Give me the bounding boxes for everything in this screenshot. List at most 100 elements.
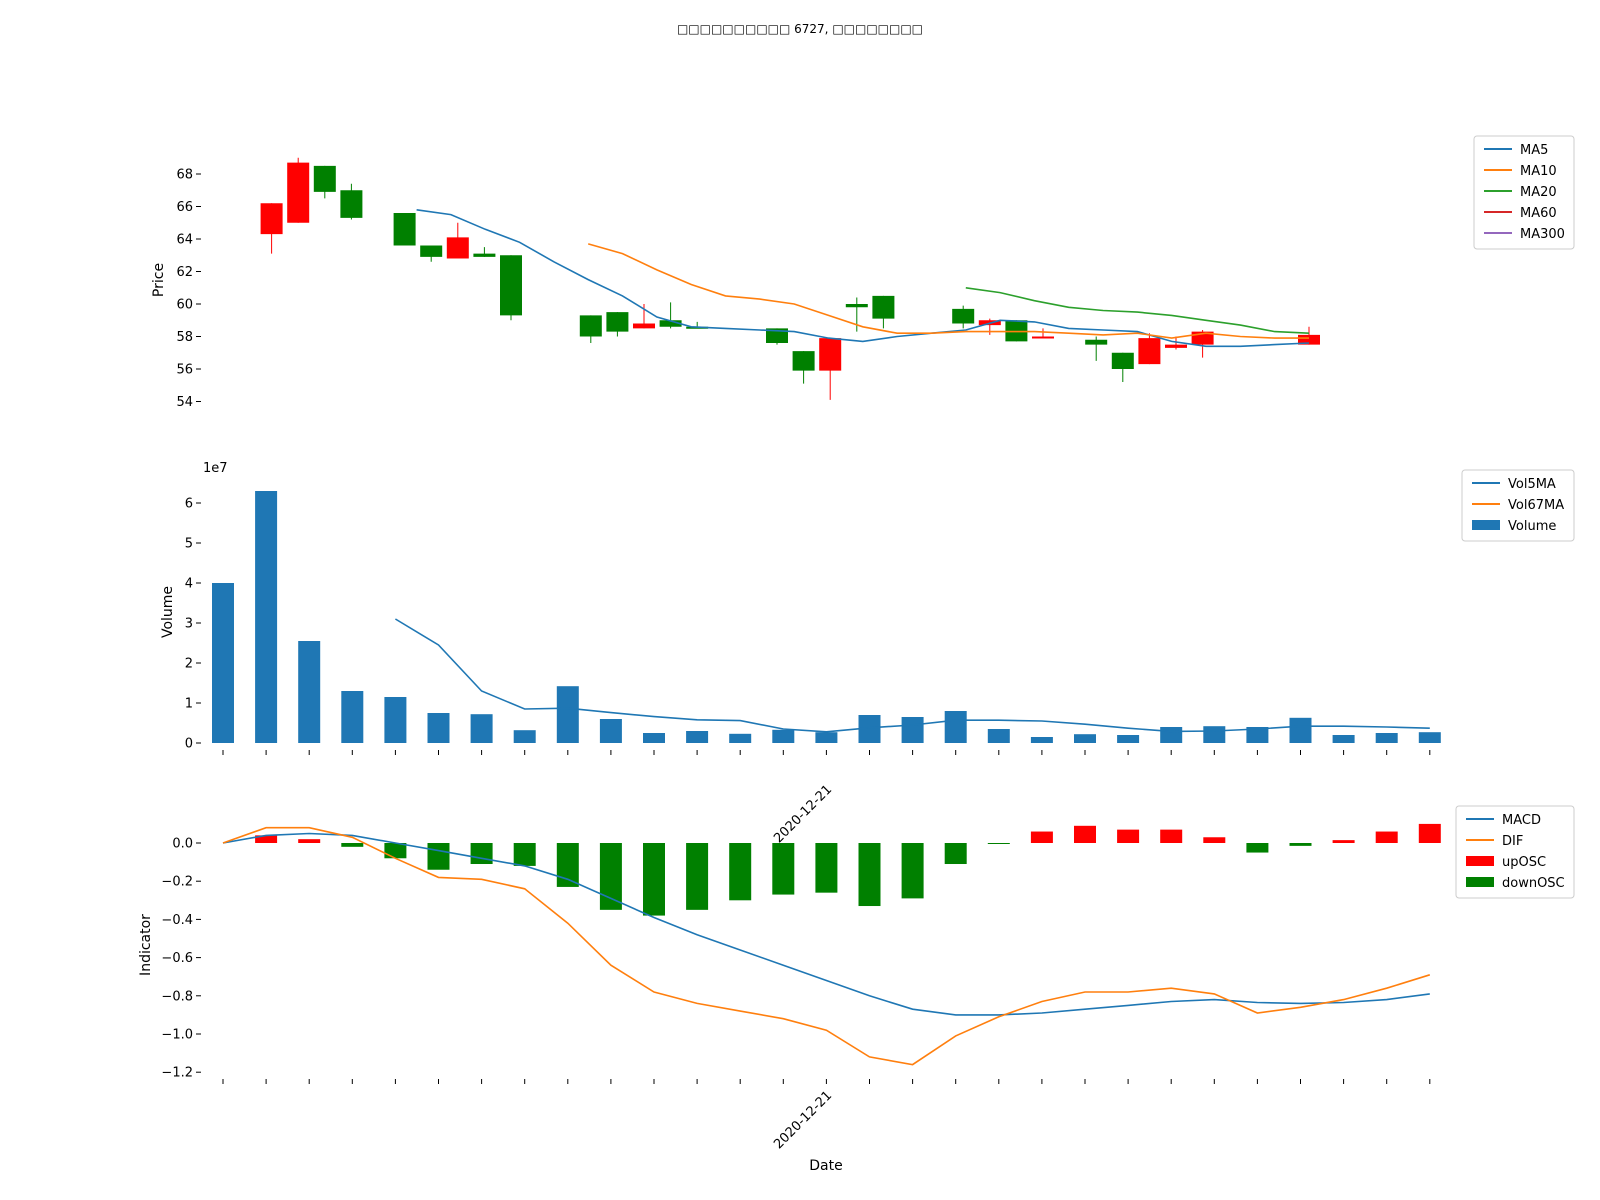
candle-body	[792, 351, 815, 371]
price-ytick-62: 62	[176, 265, 193, 280]
downosc-bar	[686, 843, 709, 910]
volume-offset-label: 1e7	[203, 461, 228, 476]
indicator-ytick: −1.2	[161, 1066, 193, 1081]
candle-body	[1298, 334, 1320, 345]
downosc-bar	[470, 843, 493, 865]
downosc-bar	[341, 843, 364, 847]
downosc-bar	[815, 843, 838, 893]
volume-ytick-2: 2	[185, 657, 193, 672]
candle-body	[1111, 352, 1134, 369]
volume-bar	[556, 686, 579, 743]
candle-body	[1032, 336, 1054, 339]
candle-body	[393, 213, 416, 246]
volume-bar	[901, 717, 924, 743]
volume-bar	[686, 731, 709, 743]
legend-label-vol67ma: Vol67MA	[1508, 498, 1564, 513]
series-line-vol5ma	[394, 618, 1430, 733]
downosc-bar	[772, 843, 795, 895]
volume-bar	[1246, 727, 1269, 743]
candle-body	[819, 338, 842, 371]
indicator-xlabel: Date	[809, 1158, 842, 1174]
price-ylabel: Price	[151, 263, 167, 297]
volume-bar	[858, 715, 881, 743]
candle-body	[606, 312, 629, 332]
volume-bar	[944, 711, 967, 743]
indicator-ylabel: Indicator	[138, 914, 154, 976]
volume-panel: 0 1 2 3 4 5 6 1e7 Volume 2020-12-21 Vol5MA Vol67MA V…	[160, 461, 1575, 846]
legend-swatch-uposc	[1466, 856, 1494, 866]
volume-ytick-5: 5	[185, 537, 193, 552]
legend-swatch-volume	[1472, 520, 1500, 530]
volume-bar	[1030, 737, 1053, 743]
downosc-bar	[599, 843, 622, 910]
volume-bar	[1332, 735, 1355, 743]
price-ytick-64: 64	[176, 233, 193, 248]
volume-bar	[384, 697, 407, 743]
price-panel: 54 56 58 60 62 64 66 68 Price MA5 MA10 MA20 MA60 MA30…	[151, 135, 1575, 410]
legend-label-downosc: downOSC	[1502, 876, 1565, 891]
volume-bar	[1418, 732, 1441, 743]
volume-bar	[470, 714, 493, 743]
downosc-bar	[944, 843, 967, 865]
candle-body	[659, 320, 682, 327]
downosc-bar	[556, 843, 579, 887]
uposc-bar	[1074, 825, 1096, 843]
legend-box	[1473, 135, 1575, 250]
candle-body	[340, 190, 363, 218]
volume-bar	[1289, 717, 1312, 743]
indicator-ytick: −0.6	[161, 951, 193, 966]
volume-bar	[298, 641, 321, 743]
volume-ytick-6: 6	[185, 497, 193, 512]
indicator-ytick: −0.4	[161, 913, 193, 928]
downosc-bar	[384, 843, 407, 859]
volume-bar	[513, 730, 536, 743]
volume-bar	[772, 729, 795, 743]
downosc-bar	[987, 843, 1010, 844]
volume-bar	[427, 713, 450, 743]
indicator-ytick: −0.2	[161, 875, 193, 890]
volume-bar	[212, 583, 234, 743]
downosc-bar	[1246, 843, 1269, 853]
volume-ytick-0: 0	[185, 737, 193, 752]
uposc-bar	[1418, 823, 1441, 843]
indicator-ytick: −1.0	[161, 1028, 193, 1043]
price-ytick-56: 56	[176, 363, 193, 378]
legend-label-vol5ma: Vol5MA	[1508, 477, 1556, 492]
legend-label-ma10: MA10	[1520, 164, 1557, 179]
candle-body	[500, 255, 522, 316]
volume-bar	[729, 733, 752, 743]
volume-bar	[815, 732, 838, 743]
legend-label-uposc: upOSC	[1502, 855, 1546, 870]
volume-bar	[1117, 735, 1140, 743]
volume-bar	[1375, 733, 1398, 743]
volume-ytick-3: 3	[185, 617, 193, 632]
uposc-bar	[1160, 829, 1183, 843]
candle-body	[1138, 338, 1161, 365]
downosc-bar	[643, 843, 665, 916]
series-line-ma10	[587, 243, 1309, 339]
indicator-ytick: 0.0	[172, 837, 193, 852]
candle-body	[260, 203, 283, 235]
legend-label-macd: MACD	[1502, 813, 1541, 828]
volume-bar	[643, 733, 665, 743]
price-ytick-66: 66	[176, 200, 193, 215]
candle-body	[579, 315, 602, 337]
indicator-ytick: −0.8	[161, 989, 193, 1004]
volume-bar	[987, 729, 1010, 743]
volume-bar	[255, 491, 278, 743]
volume-xtick-label: 2020-12-21	[771, 782, 835, 846]
legend-label-volume: Volume	[1508, 519, 1556, 534]
downosc-bar	[1289, 843, 1312, 846]
uposc-bar	[1203, 837, 1226, 843]
volume-ytick-1: 1	[185, 697, 193, 712]
uposc-bar	[298, 839, 321, 843]
candle-body	[420, 245, 443, 257]
candle-body	[313, 165, 336, 192]
downosc-bar	[427, 843, 450, 870]
uposc-bar	[255, 835, 278, 843]
candle-body	[1085, 339, 1108, 345]
series-line-ma5	[416, 209, 1310, 348]
volume-bar	[1074, 734, 1096, 743]
candle-body	[952, 308, 975, 324]
candle-body	[287, 162, 310, 223]
